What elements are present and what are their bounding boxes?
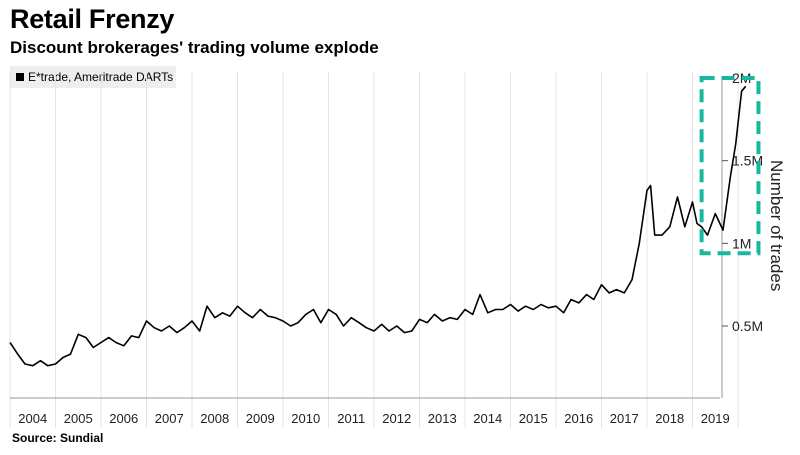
grid-lines [9, 72, 739, 428]
legend-swatch [16, 73, 24, 81]
x-tick-label: 2007 [155, 411, 184, 426]
x-tick-label: 2016 [564, 411, 593, 426]
annotation-dashed-box [699, 76, 761, 256]
x-tick-label: 2013 [428, 411, 457, 426]
y-tick-label: 1.5M [732, 153, 763, 169]
source-note: Source: Sundial [12, 431, 104, 445]
annotation-group [699, 76, 761, 256]
x-tick-label: 2014 [473, 411, 502, 426]
x-tick-label: 2012 [382, 411, 411, 426]
x-tick-label: 2011 [337, 411, 365, 426]
x-tick-label: 2009 [246, 411, 275, 426]
y-axis-label: Number of trades [767, 160, 786, 291]
x-tick-label: 2017 [610, 411, 639, 426]
x-tick-label: 2004 [18, 411, 47, 426]
x-tick-label: 2005 [64, 411, 93, 426]
series-group [9, 85, 747, 367]
chart-subtitle: Discount brokerages' trading volume expl… [10, 38, 379, 57]
axes [10, 76, 723, 399]
series-line [9, 85, 747, 367]
x-tick-label: 2006 [109, 411, 138, 426]
chart-title: Retail Frenzy [10, 4, 175, 34]
x-axis-ticks: 2004 2005 2006 2007 2008 2009 2010 2011 2012 2013… [18, 411, 729, 426]
x-tick-label: 2010 [291, 411, 320, 426]
x-tick-label: 2008 [200, 411, 229, 426]
y-tick-label: 0.5M [732, 318, 763, 334]
x-tick-label: 2018 [655, 411, 684, 426]
x-tick-label: 2019 [701, 411, 730, 426]
y-tick-label: 1M [732, 235, 751, 251]
x-tick-label: 2015 [519, 411, 548, 426]
